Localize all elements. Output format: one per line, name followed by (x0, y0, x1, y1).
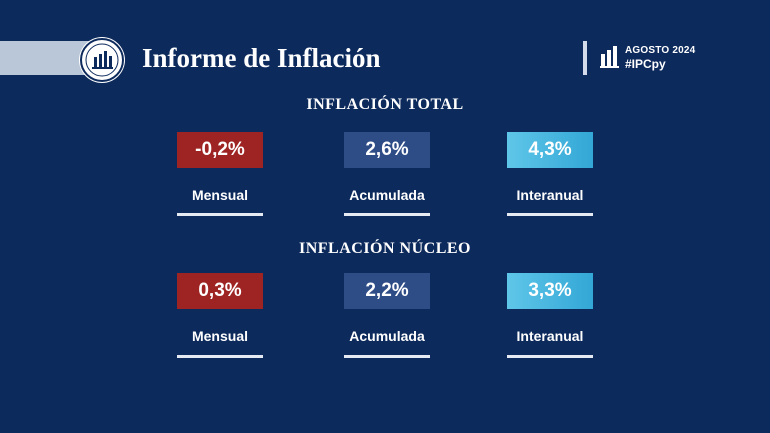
value-acumulada-nucleo: 2,2% (344, 273, 430, 309)
label-mensual-total: Mensual (191, 187, 248, 203)
underline-acumulada-total (344, 213, 430, 216)
hashtag: #IPCpy (625, 57, 666, 71)
underline-interanual-total (507, 213, 593, 216)
report-period: AGOSTO 2024 (625, 45, 696, 56)
label-interanual-nucleo: Interanual (516, 328, 584, 344)
central-bank-seal-icon (79, 37, 125, 83)
bar-chart-icon (600, 46, 619, 68)
underline-mensual-nucleo (177, 355, 263, 358)
label-acumulada-nucleo: Acumulada (349, 328, 425, 344)
underline-interanual-nucleo (507, 355, 593, 358)
underline-mensual-total (177, 213, 263, 216)
label-mensual-nucleo: Mensual (191, 328, 248, 344)
section-title-nucleo: INFLACIÓN NÚCLEO (298, 240, 471, 257)
value-mensual-nucleo: 0,3% (177, 273, 263, 309)
section-title-total: INFLACIÓN TOTAL (306, 96, 464, 113)
value-acumulada-total: 2,6% (344, 132, 430, 168)
header-divider (583, 41, 587, 75)
value-interanual-total: 4,3% (507, 132, 593, 168)
value-mensual-total: -0,2% (177, 132, 263, 168)
page-title: Informe de Inflación (142, 43, 381, 73)
label-interanual-total: Interanual (516, 187, 584, 203)
value-interanual-nucleo: 3,3% (507, 273, 593, 309)
label-acumulada-total: Acumulada (349, 187, 425, 203)
underline-acumulada-nucleo (344, 355, 430, 358)
